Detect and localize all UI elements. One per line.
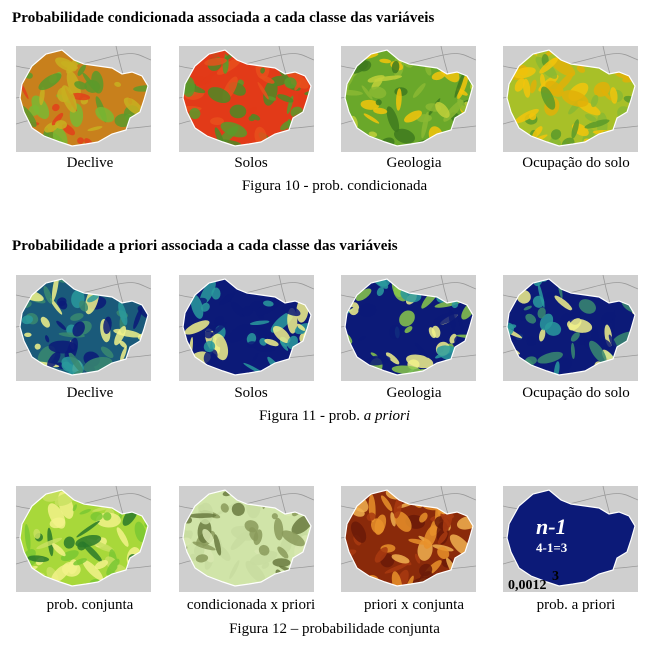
overlay-calc: 4-1=3 bbox=[536, 540, 568, 555]
section1-heading: Probabilidade condicionada associada a c… bbox=[12, 10, 435, 26]
map-solos-conditional bbox=[179, 46, 314, 152]
overlay-formula: n-1 bbox=[536, 514, 567, 539]
label-geologia-1: Geologia bbox=[386, 155, 442, 171]
map-declive-priori bbox=[16, 275, 151, 381]
map-ocupacao-conditional bbox=[503, 46, 638, 152]
figure-11-caption: Figura 11 - prob. a priori bbox=[0, 408, 669, 425]
map-prob-a-priori bbox=[503, 486, 638, 592]
map-declive-conditional bbox=[16, 46, 151, 152]
label-declive-2: Declive bbox=[66, 385, 114, 401]
label-ocupacao-1: Ocupação do solo bbox=[522, 155, 630, 171]
overlay-exponent: 3 bbox=[552, 569, 559, 584]
section2-heading: Probabilidade a priori associada a cada … bbox=[12, 238, 398, 254]
map-prob-conjunta bbox=[16, 486, 151, 592]
figure-11-caption-italic: a priori bbox=[363, 408, 411, 424]
figure-11-caption-prefix: Figura 11 - prob. bbox=[258, 408, 364, 424]
label-solos-1: Solos bbox=[234, 155, 268, 171]
label-prob-a-priori: prob. a priori bbox=[536, 597, 616, 613]
label-declive-1: Declive bbox=[66, 155, 114, 171]
label-geologia-2: Geologia bbox=[386, 385, 442, 401]
map-solos-priori bbox=[179, 275, 314, 381]
label-prob-conjunta: prob. conjunta bbox=[46, 597, 134, 613]
map-geologia-priori bbox=[341, 275, 476, 381]
figure-12-caption: Figura 12 – probabilidade conjunta bbox=[229, 621, 440, 637]
overlay-base: 0,0012 bbox=[508, 578, 547, 593]
label-condicionada-x-priori: condicionada x priori bbox=[186, 597, 316, 613]
map-ocupacao-priori bbox=[503, 275, 638, 381]
label-priori-x-conjunta: priori x conjunta bbox=[364, 597, 464, 613]
label-solos-2: Solos bbox=[234, 385, 268, 401]
figure-10-caption: Figura 10 - prob. condicionada bbox=[241, 178, 428, 194]
map-condicionada-x-priori bbox=[179, 486, 314, 592]
map-priori-x-conjunta bbox=[341, 486, 476, 592]
label-ocupacao-2: Ocupação do solo bbox=[522, 385, 630, 401]
map-geologia-conditional bbox=[341, 46, 476, 152]
